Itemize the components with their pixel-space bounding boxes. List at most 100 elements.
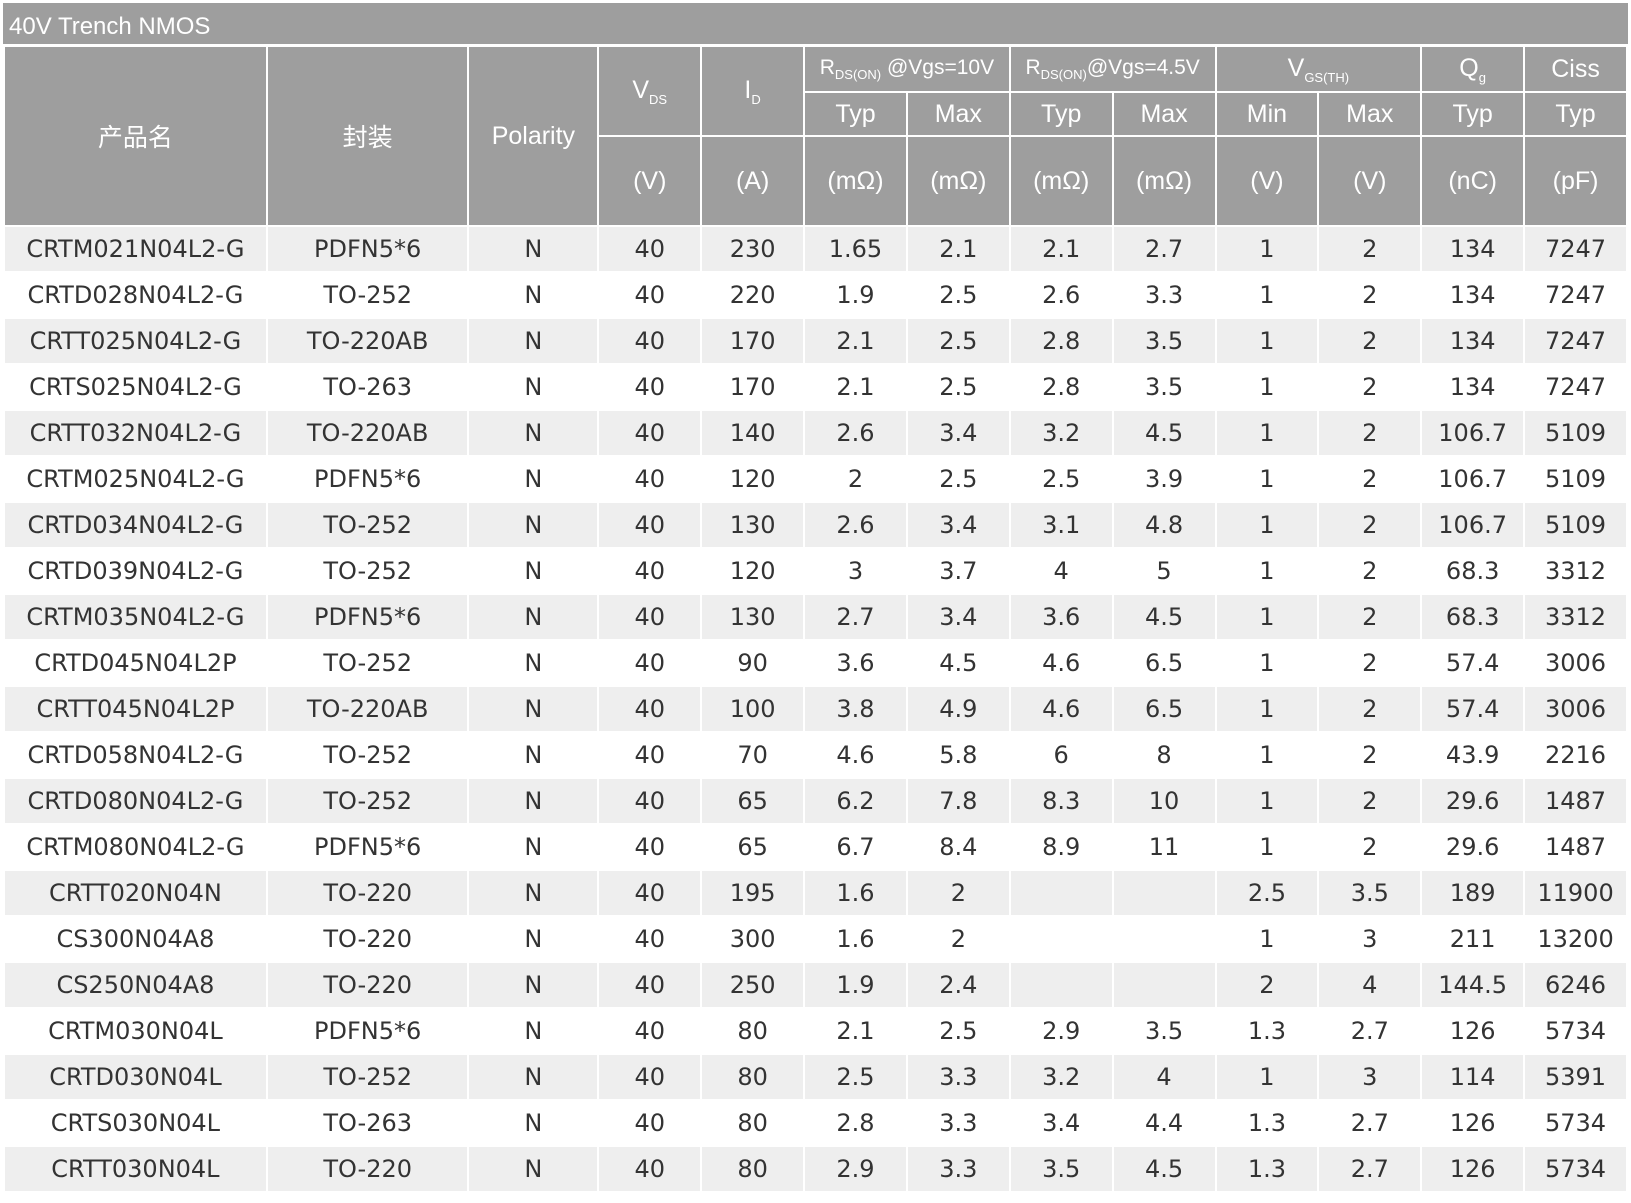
cell-vds: 40	[597, 1053, 703, 1101]
cell-vds: 40	[597, 1099, 703, 1147]
cell-rds10-max: 3.7	[905, 547, 1011, 595]
cell-polarity: N	[467, 869, 600, 917]
cell-qg-typ: 134	[1420, 317, 1526, 365]
table-row: CS250N04A8 TO-220 N 40 250 1.9 2.4 2 4 144.5 6246	[3, 961, 1628, 1009]
cell-id: 195	[700, 869, 806, 917]
cell-rds45-typ: 6	[1008, 731, 1114, 779]
nmos-spec-table: 产品名 封装 Polarity VDS ID RDS(ON) @Vgs=10V …	[3, 45, 1628, 1193]
cell-id: 80	[700, 1145, 806, 1193]
header-rds45-typ: Typ	[1008, 91, 1114, 137]
cell-ciss-typ: 3006	[1523, 639, 1628, 687]
cell-vgs-max: 2	[1317, 271, 1423, 319]
cell-product: CRTD034N04L2-G	[3, 501, 268, 549]
cell-package: TO-263	[265, 1099, 470, 1147]
cell-package: TO-252	[265, 639, 470, 687]
cell-rds10-max: 3.4	[905, 593, 1011, 641]
cell-vds: 40	[597, 271, 703, 319]
cell-id: 130	[700, 593, 806, 641]
cell-product: CRTT030N04L	[3, 1145, 268, 1193]
cell-polarity: N	[467, 915, 600, 963]
cell-vds: 40	[597, 547, 703, 595]
cell-polarity: N	[467, 823, 600, 871]
cell-id: 300	[700, 915, 806, 963]
cell-rds45-max: 10	[1111, 777, 1217, 825]
cell-polarity: N	[467, 409, 600, 457]
cell-product: CRTS030N04L	[3, 1099, 268, 1147]
cell-product: CRTD058N04L2-G	[3, 731, 268, 779]
cell-rds10-max: 2	[905, 869, 1011, 917]
cell-rds10-max: 2.5	[905, 363, 1011, 411]
table-row: CRTS030N04L TO-263 N 40 80 2.8 3.3 3.4 4.4 1.3 2.7…	[3, 1099, 1628, 1147]
cell-id: 170	[700, 363, 806, 411]
cell-package: TO-220	[265, 915, 470, 963]
cell-product: CRTM025N04L2-G	[3, 455, 268, 503]
table-row: CRTT030N04L TO-220 N 40 80 2.9 3.3 3.5 4.5 1.3 2.7…	[3, 1145, 1628, 1193]
cell-rds10-typ: 3.8	[803, 685, 908, 733]
cell-rds45-max: 8	[1111, 731, 1217, 779]
cell-qg-typ: 29.6	[1420, 777, 1526, 825]
cell-rds45-typ: 2.8	[1008, 317, 1114, 365]
table-row: CRTD058N04L2-G TO-252 N 40 70 4.6 5.8 6 8 1 2 43.9 2…	[3, 731, 1628, 779]
cell-vgs-min: 1	[1214, 547, 1320, 595]
cell-ciss-typ: 5734	[1523, 1007, 1628, 1055]
header-qg: Qg	[1420, 45, 1526, 93]
cell-ciss-typ: 5109	[1523, 455, 1628, 503]
cell-vds: 40	[597, 455, 703, 503]
cell-ciss-typ: 7247	[1523, 225, 1628, 273]
cell-id: 120	[700, 455, 806, 503]
cell-qg-typ: 126	[1420, 1007, 1526, 1055]
cell-qg-typ: 189	[1420, 869, 1526, 917]
cell-product: CRTD030N04L	[3, 1053, 268, 1101]
cell-qg-typ: 57.4	[1420, 639, 1526, 687]
cell-rds10-typ: 2.6	[803, 501, 908, 549]
cell-rds45-max	[1111, 915, 1217, 963]
cell-ciss-typ: 3312	[1523, 547, 1628, 595]
cell-vgs-min: 1	[1214, 639, 1320, 687]
cell-vgs-min: 1	[1214, 271, 1320, 319]
unit-rds45-max: (mΩ)	[1111, 135, 1217, 227]
cell-product: CRTM080N04L2-G	[3, 823, 268, 871]
cell-qg-typ: 29.6	[1420, 823, 1526, 871]
table-row: CRTS025N04L2-G TO-263 N 40 170 2.1 2.5 2.8 3.5 1 2…	[3, 363, 1628, 411]
cell-rds10-typ: 2.5	[803, 1053, 908, 1101]
cell-id: 140	[700, 409, 806, 457]
cell-rds45-max: 6.5	[1111, 685, 1217, 733]
cell-package: PDFN5*6	[265, 225, 470, 273]
table-row: CRTM025N04L2-G PDFN5*6 N 40 120 2 2.5 2.5 3.9 1 2 1…	[3, 455, 1628, 503]
unit-rds10-typ: (mΩ)	[803, 135, 908, 227]
table-row: CRTM080N04L2-G PDFN5*6 N 40 65 6.7 8.4 8.9 11 1 2 2…	[3, 823, 1628, 871]
cell-rds45-max: 5	[1111, 547, 1217, 595]
cell-vgs-min: 1	[1214, 731, 1320, 779]
unit-id: (A)	[700, 135, 806, 227]
cell-product: CRTM030N04L	[3, 1007, 268, 1055]
cell-ciss-typ: 5734	[1523, 1145, 1628, 1193]
cell-rds10-typ: 2.8	[803, 1099, 908, 1147]
cell-vgs-min: 1.3	[1214, 1007, 1320, 1055]
cell-ciss-typ: 3312	[1523, 593, 1628, 641]
table-row: CS300N04A8 TO-220 N 40 300 1.6 2 1 3 211 13200	[3, 915, 1628, 963]
cell-rds10-typ: 6.7	[803, 823, 908, 871]
cell-vgs-max: 3.5	[1317, 869, 1423, 917]
cell-package: PDFN5*6	[265, 1007, 470, 1055]
unit-qg: (nC)	[1420, 135, 1526, 227]
cell-ciss-typ: 5391	[1523, 1053, 1628, 1101]
cell-rds10-typ: 3.6	[803, 639, 908, 687]
cell-rds10-typ: 1.65	[803, 225, 908, 273]
cell-qg-typ: 43.9	[1420, 731, 1526, 779]
cell-id: 170	[700, 317, 806, 365]
cell-rds45-max	[1111, 961, 1217, 1009]
cell-rds45-max: 3.5	[1111, 317, 1217, 365]
cell-vgs-min: 1	[1214, 685, 1320, 733]
cell-vds: 40	[597, 317, 703, 365]
header-rds45-max: Max	[1111, 91, 1217, 137]
cell-vgs-max: 2	[1317, 225, 1423, 273]
cell-vgs-min: 1	[1214, 777, 1320, 825]
cell-qg-typ: 126	[1420, 1145, 1526, 1193]
cell-rds45-max: 3.3	[1111, 271, 1217, 319]
cell-vds: 40	[597, 1145, 703, 1193]
table-row: CRTT025N04L2-G TO-220AB N 40 170 2.1 2.5 2.8 3.5…	[3, 317, 1628, 365]
cell-rds10-typ: 2.1	[803, 363, 908, 411]
table-row: CRTD034N04L2-G TO-252 N 40 130 2.6 3.4 3.1 4.8 1 2…	[3, 501, 1628, 549]
cell-rds10-max: 2.5	[905, 317, 1011, 365]
cell-vgs-max: 2	[1317, 455, 1423, 503]
